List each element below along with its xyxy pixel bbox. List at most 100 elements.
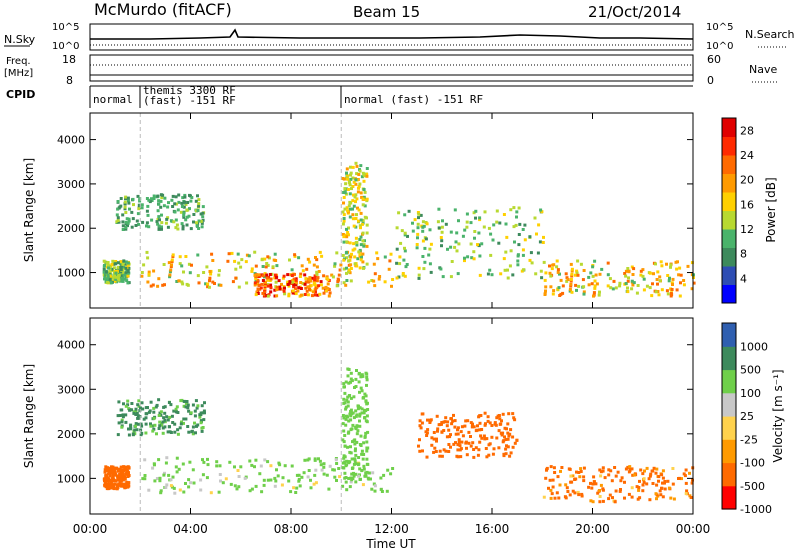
echo-cell bbox=[116, 433, 120, 437]
echo-cell bbox=[217, 283, 221, 287]
echo-cell bbox=[253, 250, 257, 254]
echo-cell bbox=[362, 188, 366, 191]
echo-cell bbox=[130, 408, 134, 412]
echo-cell bbox=[372, 482, 376, 486]
echo-cell bbox=[650, 294, 654, 298]
echo-cell bbox=[530, 261, 534, 265]
echo-cell bbox=[128, 408, 132, 412]
echo-cell bbox=[503, 268, 507, 272]
echo-cell bbox=[135, 411, 139, 415]
echo-cell bbox=[502, 213, 506, 216]
echo-cell bbox=[419, 426, 423, 430]
echo-cell bbox=[521, 253, 525, 257]
echo-cell bbox=[182, 490, 186, 494]
echo-cell bbox=[364, 400, 368, 404]
echo-cell bbox=[344, 380, 348, 384]
echo-cell bbox=[632, 281, 636, 285]
echo-cell bbox=[555, 259, 559, 263]
echo-cell bbox=[120, 418, 124, 422]
echo-cell bbox=[343, 191, 347, 195]
echo-cell bbox=[127, 474, 131, 478]
echo-cell bbox=[373, 489, 377, 493]
echo-cell bbox=[517, 243, 521, 247]
echo-cell bbox=[139, 433, 143, 437]
echo-cell bbox=[365, 375, 369, 379]
echo-cell bbox=[559, 292, 563, 296]
echo-cell bbox=[428, 421, 432, 424]
echo-cell bbox=[191, 432, 195, 436]
echo-cell bbox=[341, 414, 345, 417]
echo-cell bbox=[589, 481, 592, 485]
cpid-segment-normal: normal bbox=[93, 93, 133, 106]
echo-cell bbox=[181, 462, 185, 466]
echo-cell bbox=[435, 437, 438, 441]
echo-cell bbox=[319, 280, 323, 284]
echo-cell bbox=[178, 255, 182, 259]
echo-cell bbox=[601, 487, 605, 491]
echo-cell bbox=[491, 452, 495, 456]
echo-cell bbox=[458, 448, 462, 452]
echo-cell bbox=[147, 198, 151, 202]
echo-cell bbox=[540, 210, 544, 214]
echo-cell bbox=[346, 188, 350, 191]
echo-cell bbox=[344, 480, 348, 484]
echo-cell bbox=[170, 414, 174, 418]
echo-cell bbox=[663, 487, 667, 491]
echo-cell bbox=[582, 285, 586, 289]
x-tick-label: 00:00 bbox=[676, 522, 711, 536]
echo-cell bbox=[351, 411, 355, 415]
echo-cell bbox=[301, 269, 305, 273]
echo-cell bbox=[591, 274, 595, 278]
echo-cell bbox=[345, 266, 348, 270]
echo-cell bbox=[170, 263, 173, 267]
echo-cell bbox=[151, 424, 155, 428]
echo-cell bbox=[217, 490, 221, 494]
echo-cell bbox=[582, 292, 586, 296]
echo-cell bbox=[300, 475, 304, 479]
echo-cell bbox=[320, 468, 324, 472]
echo-cell bbox=[124, 226, 128, 229]
echo-cell bbox=[413, 218, 417, 222]
echo-cell bbox=[469, 221, 473, 225]
echo-cell bbox=[107, 266, 110, 270]
echo-cell bbox=[363, 434, 367, 438]
echo-cell bbox=[391, 467, 395, 470]
echo-cell bbox=[263, 293, 266, 297]
echo-cell bbox=[347, 270, 350, 274]
echo-cell bbox=[342, 267, 346, 271]
echo-cell bbox=[558, 272, 561, 276]
echo-cell bbox=[456, 455, 460, 459]
echo-cell bbox=[110, 469, 114, 473]
echo-cell bbox=[186, 406, 190, 410]
echo-cell bbox=[152, 194, 156, 198]
echo-cell bbox=[502, 257, 506, 261]
echo-cell bbox=[338, 268, 342, 272]
echo-cell bbox=[493, 421, 497, 425]
echo-cell bbox=[351, 423, 355, 427]
echo-cell bbox=[115, 213, 119, 217]
echo-cell bbox=[352, 471, 355, 475]
echo-cell bbox=[314, 287, 318, 291]
echo-cell bbox=[160, 423, 163, 427]
echo-cell bbox=[265, 262, 269, 265]
echo-cell bbox=[358, 414, 362, 418]
echo-cell bbox=[299, 272, 303, 276]
colorbar-band bbox=[722, 416, 736, 440]
echo-cell bbox=[373, 272, 377, 276]
echo-cell bbox=[167, 425, 171, 429]
echo-cell bbox=[137, 399, 141, 403]
echo-cell bbox=[569, 279, 573, 283]
echo-cell bbox=[239, 465, 243, 469]
echo-cell bbox=[417, 212, 421, 216]
echo-cell bbox=[124, 197, 127, 201]
echo-cell bbox=[263, 284, 267, 287]
echo-cell bbox=[157, 227, 161, 231]
echo-cell bbox=[346, 367, 350, 371]
echo-cell bbox=[346, 404, 350, 408]
echo-cell bbox=[628, 465, 632, 469]
echo-cell bbox=[425, 222, 429, 226]
echo-cell bbox=[170, 198, 174, 202]
echo-cell bbox=[209, 272, 213, 276]
echo-cell bbox=[365, 167, 369, 170]
echo-cell bbox=[671, 277, 675, 281]
